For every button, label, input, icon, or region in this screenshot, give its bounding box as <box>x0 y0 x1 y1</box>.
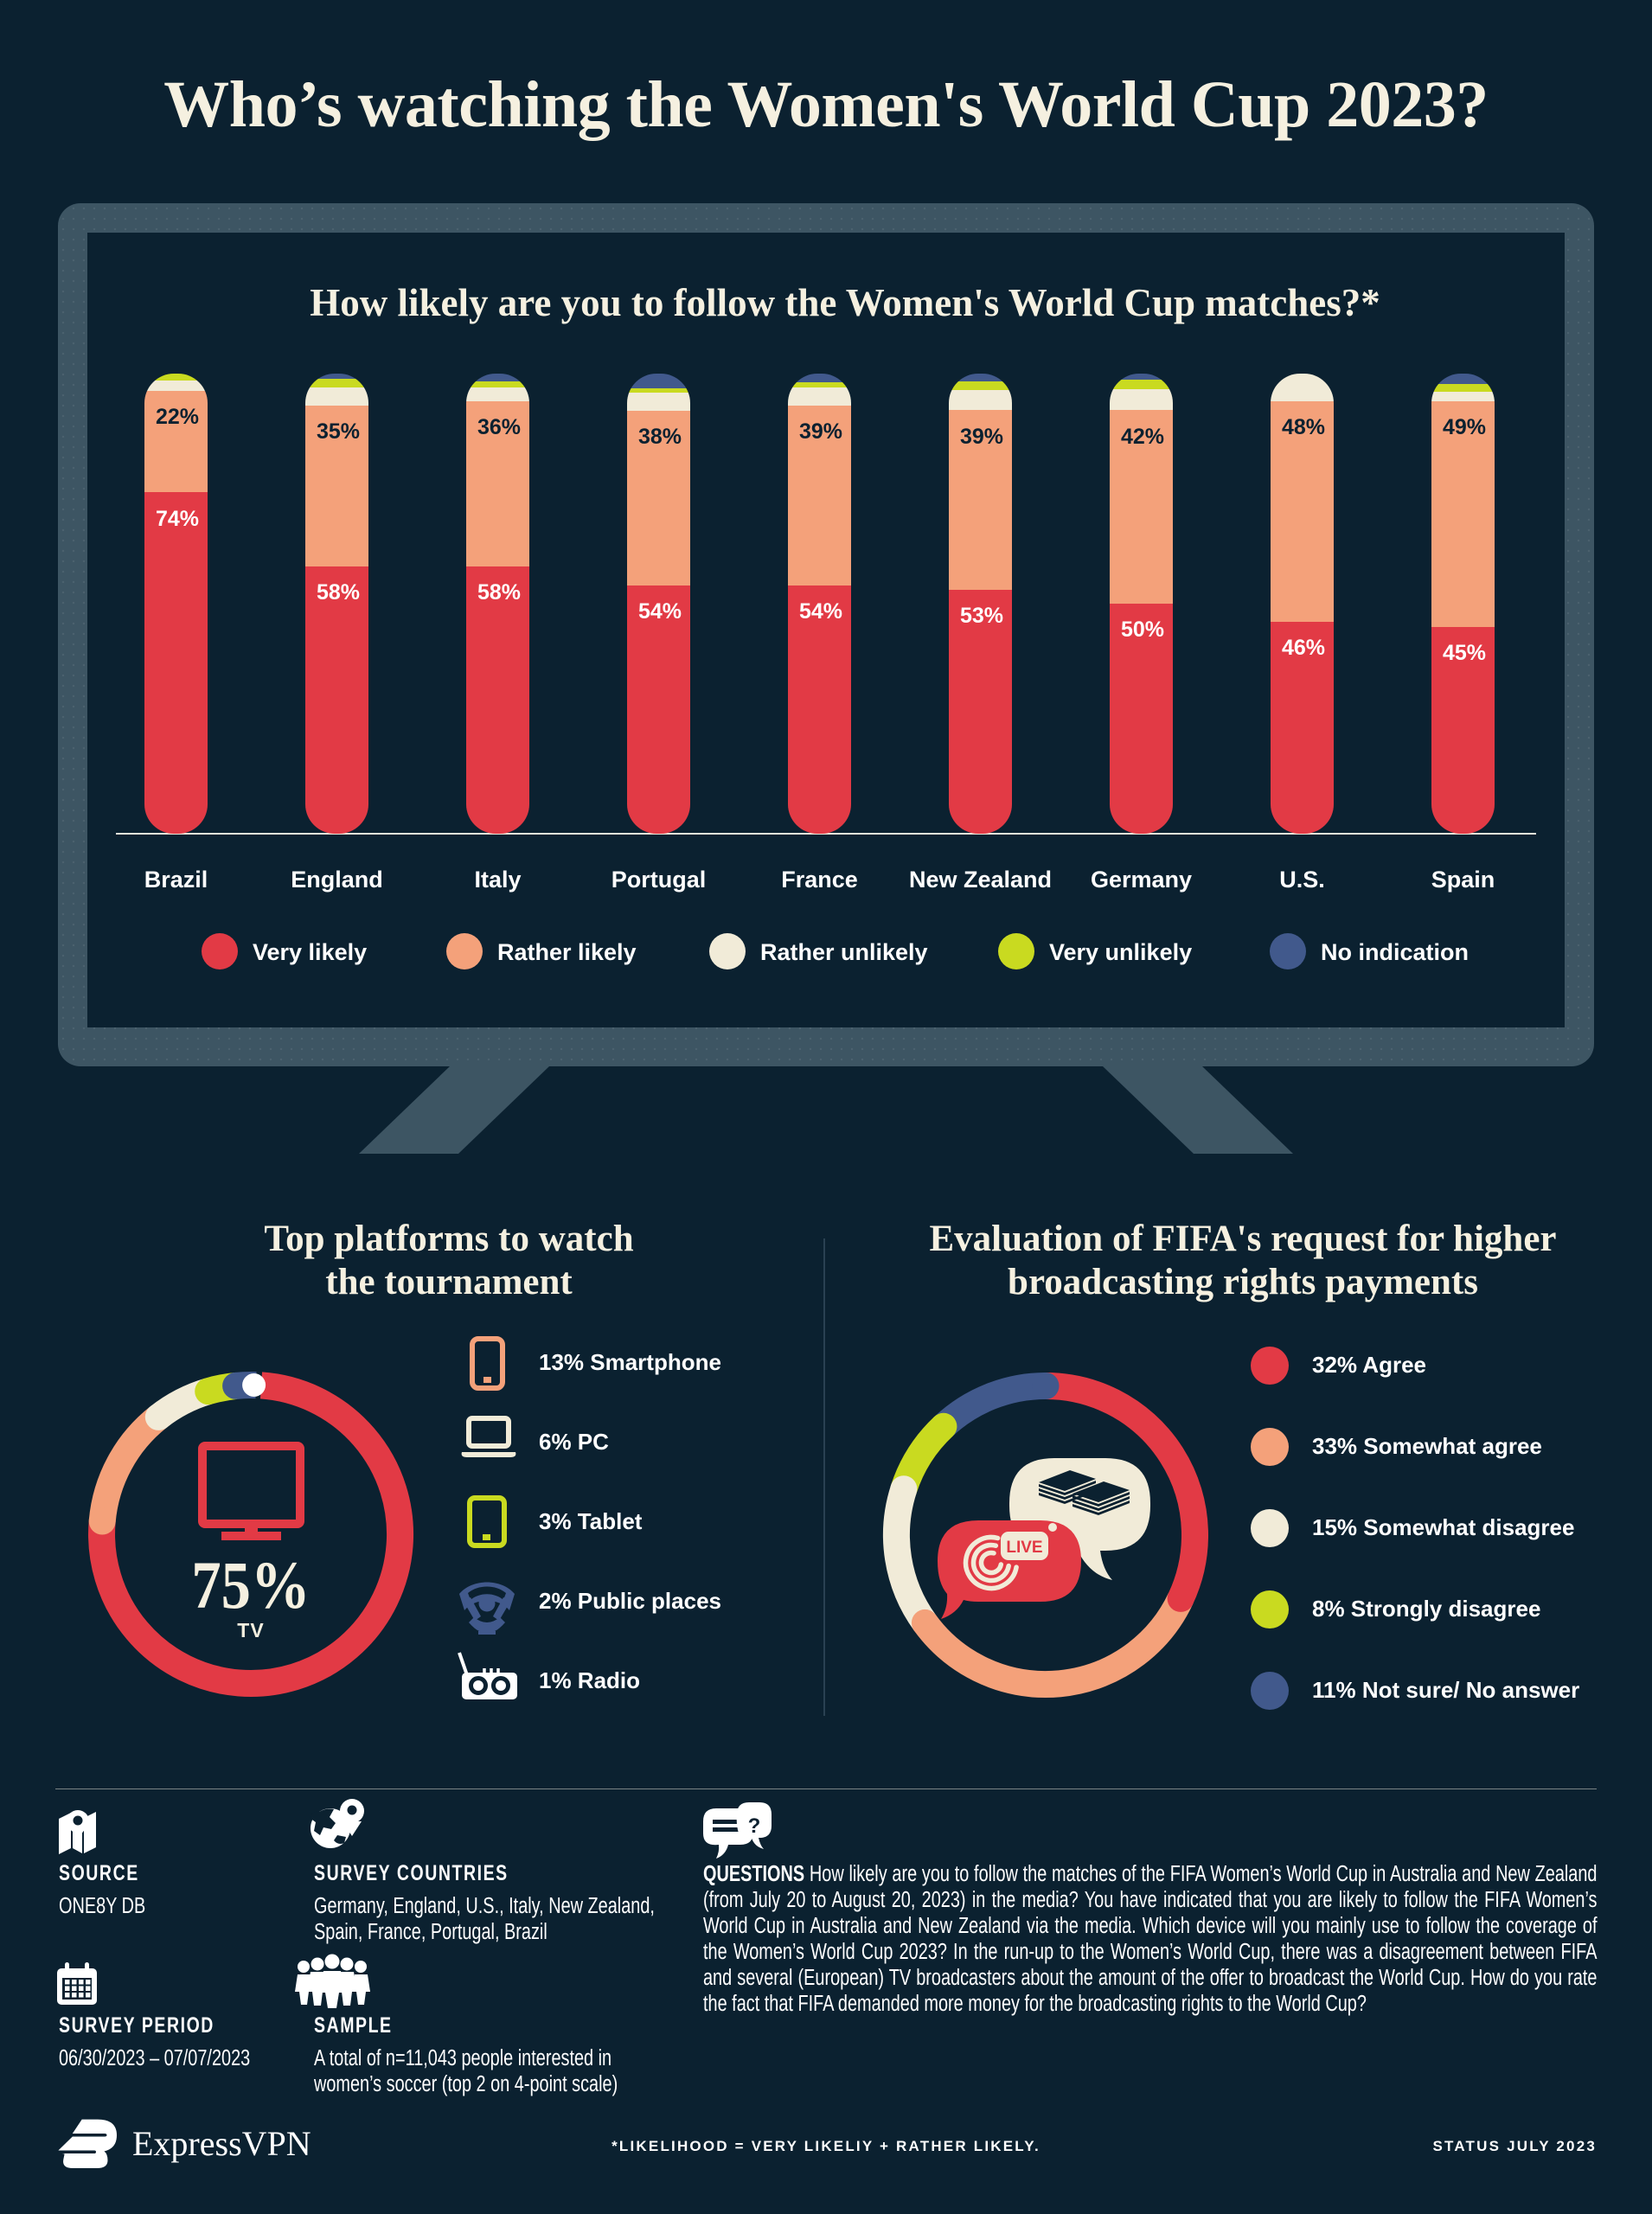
svg-text:LIVE: LIVE <box>1006 1539 1042 1557</box>
svg-text:?: ? <box>748 1814 761 1838</box>
